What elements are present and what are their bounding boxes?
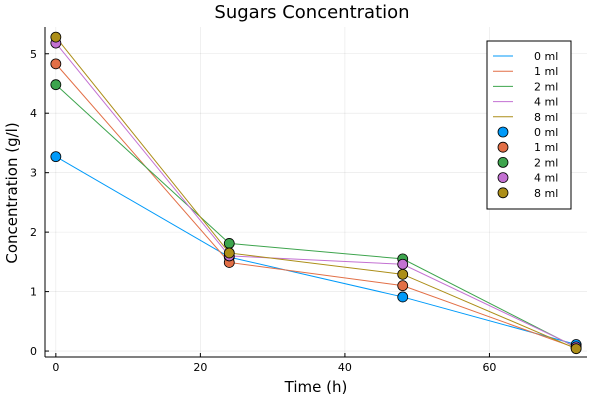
data-point <box>223 247 235 259</box>
legend-marker-label: 0 ml <box>534 126 558 139</box>
legend-line-label: 2 ml <box>534 80 558 93</box>
data-point <box>397 291 409 303</box>
y-tick-label: 0 <box>30 345 37 358</box>
y-tick-label: 4 <box>30 107 37 120</box>
series-line <box>55 63 577 349</box>
legend-marker-swatch <box>497 187 509 199</box>
legend-marker-label: 2 ml <box>534 156 558 169</box>
y-tick-label: 2 <box>30 226 37 239</box>
x-tick-label: 0 <box>52 361 59 374</box>
x-axis-label: Time (h) <box>284 378 348 396</box>
data-point <box>50 151 62 163</box>
series-line <box>55 36 577 350</box>
legend-marker-label: 4 ml <box>534 172 558 185</box>
legend-line-label: 4 ml <box>534 96 558 109</box>
series-line <box>55 42 577 348</box>
legend-marker-swatch <box>497 141 509 153</box>
data-point <box>50 31 62 43</box>
x-tick-label: 60 <box>482 361 496 374</box>
data-point <box>50 79 62 91</box>
legend-marker-swatch <box>497 156 509 168</box>
data-point <box>223 238 235 249</box>
x-tick-label: 20 <box>193 361 207 374</box>
axes: 0 20 40 60 0 1 2 3 4 5 <box>30 27 587 374</box>
x-tick-label: 40 <box>338 361 352 374</box>
series-line <box>55 156 577 345</box>
series-points <box>50 31 582 355</box>
legend-line-label: 1 ml <box>534 65 558 78</box>
series-line <box>55 84 577 348</box>
y-axis-label: Concentration (g/l) <box>3 122 21 263</box>
legend-box <box>486 40 572 210</box>
data-point <box>570 343 582 355</box>
chart-title: Sugars Concentration <box>214 2 409 23</box>
legend-line-label: 8 ml <box>534 111 558 124</box>
legend-marker-swatch <box>497 126 509 138</box>
legend-marker-label: 1 ml <box>534 141 558 154</box>
series-lines <box>55 36 577 350</box>
legend-marker-label: 8 ml <box>534 187 558 200</box>
data-point <box>397 268 409 280</box>
data-point <box>397 280 409 292</box>
y-tick-label: 3 <box>30 167 37 180</box>
data-point <box>50 58 62 70</box>
legend-line-label: 0 ml <box>534 50 558 63</box>
legend-marker-swatch <box>497 172 509 184</box>
data-point <box>397 258 409 270</box>
y-tick-label: 5 <box>30 48 37 61</box>
y-tick-label: 1 <box>30 286 37 299</box>
legend: 0 ml 1 ml 2 ml 4 ml 8 ml 0 ml 1 ml 2 ml 4 ml 8 ml <box>486 40 572 210</box>
